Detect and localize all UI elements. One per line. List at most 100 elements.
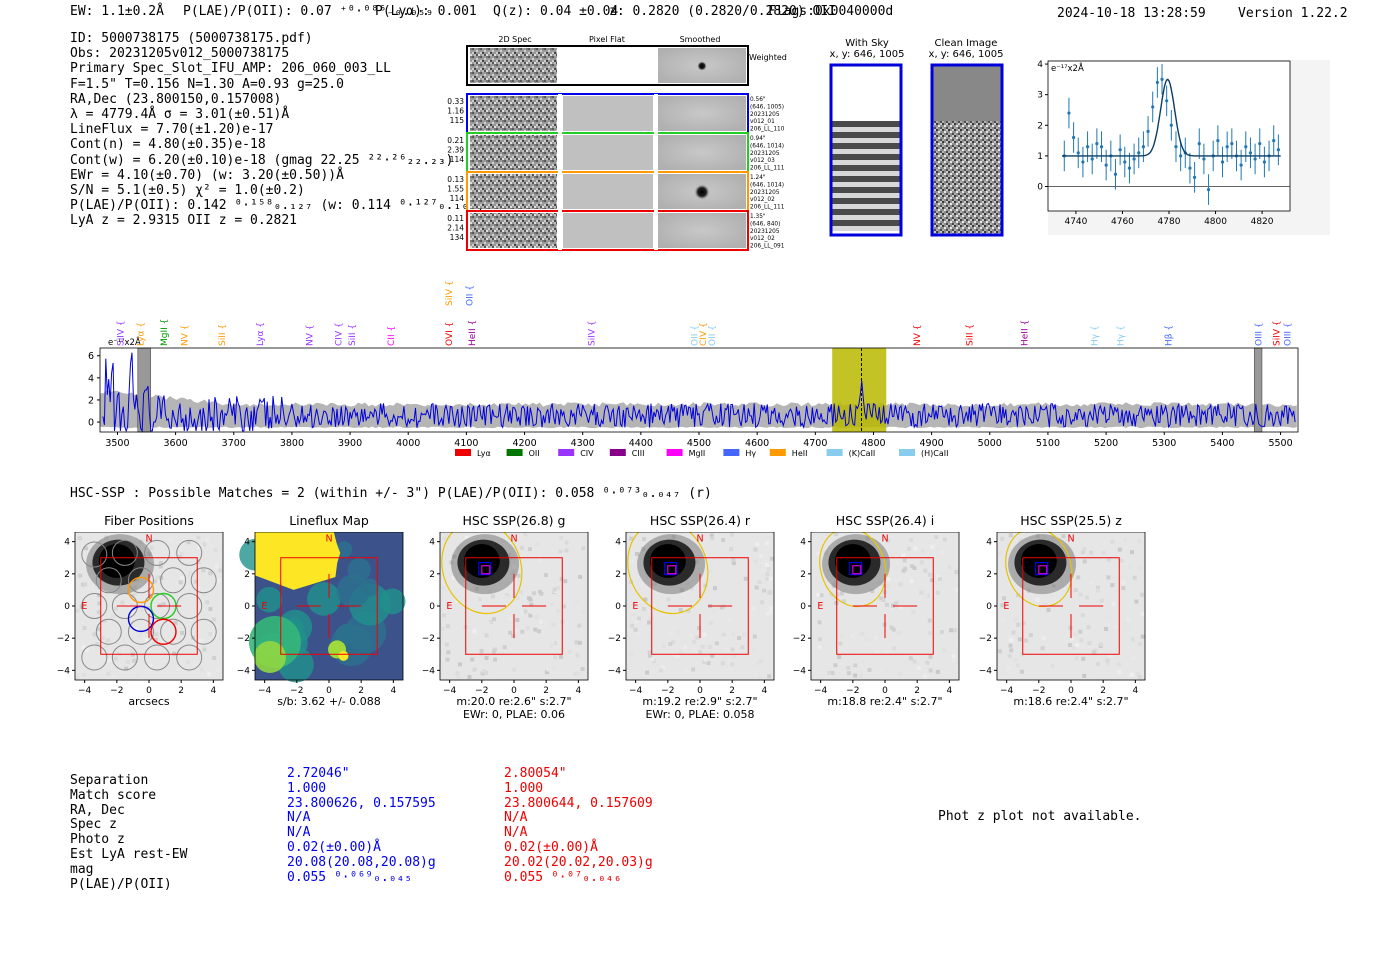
noise-pixel bbox=[870, 589, 875, 594]
noise-pixel bbox=[502, 645, 507, 650]
match-marker-magenta bbox=[481, 565, 491, 575]
zoom-data-point bbox=[1165, 99, 1169, 103]
noise-pixel bbox=[154, 632, 159, 637]
noise-pixel bbox=[441, 585, 446, 590]
noise-pixel bbox=[481, 668, 486, 673]
with-sky-coords: x, y: 646, 1005 bbox=[829, 49, 905, 60]
sky-stripe bbox=[831, 132, 901, 138]
noise-pixel bbox=[916, 666, 921, 671]
noise-pixel bbox=[1015, 663, 1020, 668]
noise-pixel bbox=[898, 672, 903, 677]
noise-pixel bbox=[912, 659, 917, 664]
noise-pixel bbox=[675, 653, 680, 658]
zoom-data-point bbox=[1146, 129, 1150, 134]
noise-pixel bbox=[577, 672, 582, 677]
noise-pixel bbox=[477, 597, 482, 602]
noise-pixel bbox=[831, 595, 836, 600]
noise-pixel bbox=[551, 572, 556, 577]
lineflux-blob bbox=[360, 578, 379, 597]
noise-pixel bbox=[216, 667, 221, 672]
noise-pixel bbox=[934, 534, 939, 539]
fiber-circle bbox=[95, 618, 122, 645]
noise-pixel bbox=[523, 609, 528, 614]
emission-line-label: HeII { bbox=[1021, 320, 1031, 346]
noise-pixel bbox=[766, 566, 771, 571]
zoom-data-point bbox=[1179, 154, 1183, 158]
noise-pixel bbox=[717, 605, 722, 610]
noise-pixel bbox=[491, 617, 496, 622]
cutout-row-stat: 2.14 bbox=[447, 224, 464, 233]
noise-pixel bbox=[465, 535, 470, 540]
aperture-ellipse bbox=[441, 532, 523, 615]
zoom-data-point bbox=[1137, 151, 1141, 155]
weighted-sum-label: Weighted Sum bbox=[749, 53, 790, 62]
noise-pixel bbox=[1019, 669, 1024, 674]
lineflux-blob bbox=[254, 641, 286, 673]
noise-pixel bbox=[169, 552, 174, 557]
noise-pixel bbox=[196, 535, 201, 540]
noise-pixel bbox=[135, 673, 140, 678]
noise-pixel bbox=[528, 597, 533, 602]
noise-pixel bbox=[1080, 613, 1085, 618]
cutout-separator bbox=[654, 94, 658, 250]
cutout-pixelflat bbox=[563, 135, 653, 170]
noise-pixel bbox=[110, 614, 115, 619]
match-marker-blue bbox=[849, 561, 863, 576]
noise-pixel bbox=[1081, 550, 1086, 555]
noise-pixel bbox=[884, 602, 889, 607]
spectrum-ytick-label: 4 bbox=[88, 373, 94, 384]
panel-ytick-label: 4 bbox=[986, 538, 992, 548]
panel-ytick-label: 0 bbox=[244, 602, 250, 612]
sky-stripe bbox=[831, 154, 901, 160]
noise-pixel bbox=[901, 553, 906, 558]
zoom-yunit: e⁻¹⁷x2Å bbox=[1051, 62, 1084, 74]
noise-pixel bbox=[671, 640, 676, 645]
noise-pixel bbox=[719, 605, 724, 610]
noise-pixel bbox=[472, 667, 477, 672]
noise-pixel bbox=[706, 653, 711, 658]
noise-pixel bbox=[96, 610, 101, 615]
noise-pixel bbox=[1008, 643, 1013, 648]
emission-line-label: OII { bbox=[690, 325, 700, 346]
header-plae: P(LAE)/P(OII): 0.07 ⁺⁰·⁰⁸⁶₋₀.₀₅₉ bbox=[183, 4, 434, 19]
match-value: 1.000 bbox=[287, 780, 327, 796]
noise-pixel bbox=[484, 633, 489, 638]
compass-east: E bbox=[1003, 601, 1009, 612]
noise-pixel bbox=[186, 540, 191, 545]
noise-pixel bbox=[768, 576, 773, 581]
noise-pixel bbox=[152, 642, 157, 647]
zoom-ytick-label: 2 bbox=[1037, 121, 1043, 131]
cutout-row-meta: 206_LL_111 bbox=[750, 205, 785, 211]
noise-pixel bbox=[493, 657, 498, 662]
noise-pixel bbox=[712, 586, 717, 591]
noise-pixel bbox=[753, 559, 758, 564]
noise-pixel bbox=[1013, 657, 1018, 662]
panel-title: Fiber Positions bbox=[104, 513, 194, 528]
noise-pixel bbox=[112, 673, 117, 678]
panel-xtick-label: 4 bbox=[390, 686, 396, 696]
panel-title: HSC SSP(26.8) g bbox=[462, 513, 566, 528]
zoom-ytick-label: 0 bbox=[1037, 183, 1043, 193]
panel-caption: m:18.8 re:2.4" s:2.7" bbox=[827, 695, 943, 708]
fiber-circle-highlight bbox=[150, 618, 177, 645]
noise-pixel bbox=[712, 609, 717, 614]
sky-stripe bbox=[831, 209, 901, 215]
noise-pixel bbox=[729, 532, 734, 537]
noise-pixel bbox=[762, 588, 767, 593]
noise-pixel bbox=[1099, 642, 1104, 647]
col-title-2dspec: 2D Spec bbox=[498, 35, 531, 44]
noise-pixel bbox=[758, 564, 763, 569]
noise-pixel bbox=[577, 623, 582, 628]
spectrum-xtick-label: 3900 bbox=[338, 438, 362, 449]
noise-pixel bbox=[1140, 612, 1145, 617]
header-version: Version 1.22.2 bbox=[1238, 6, 1348, 21]
panel-xtick-label: −4 bbox=[814, 686, 828, 696]
noise-pixel bbox=[214, 564, 219, 569]
emission-line-label: OII { bbox=[465, 285, 475, 306]
panel-ytick-label: 0 bbox=[800, 602, 806, 612]
cutout-smoothed bbox=[658, 135, 746, 170]
noise-pixel bbox=[765, 571, 770, 576]
spectrum-xtick-label: 4700 bbox=[803, 438, 827, 449]
spectrum-xtick-label: 4900 bbox=[920, 438, 944, 449]
sky-gap bbox=[831, 138, 901, 143]
